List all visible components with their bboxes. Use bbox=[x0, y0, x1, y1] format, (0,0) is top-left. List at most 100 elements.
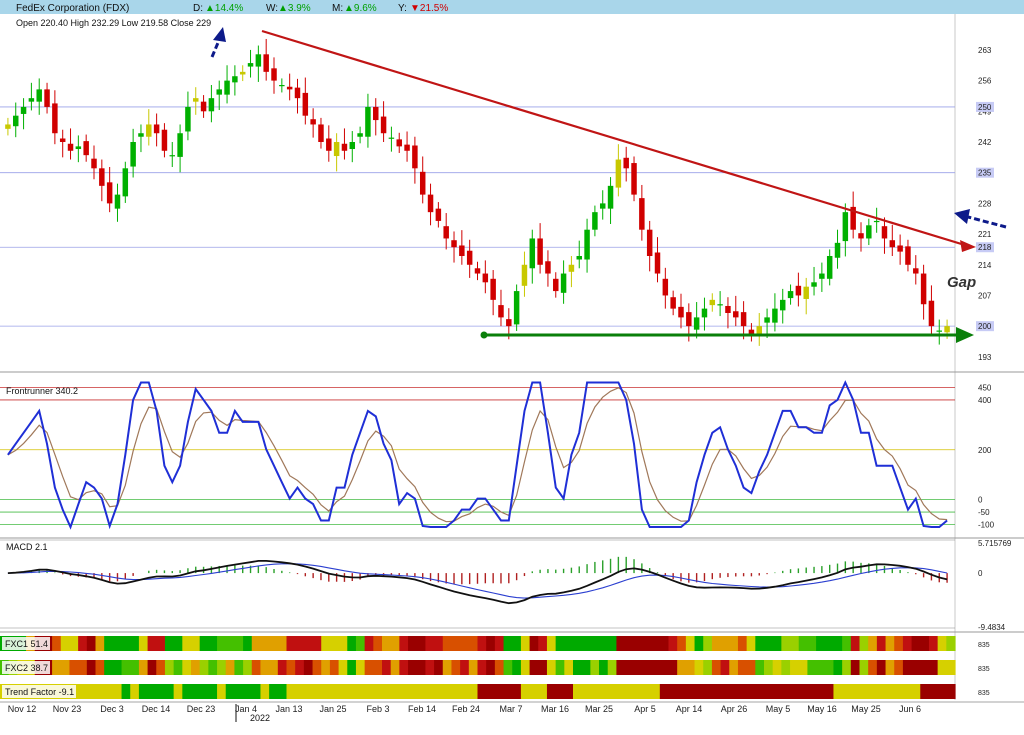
candle bbox=[451, 231, 457, 263]
ribbon-cell bbox=[130, 684, 140, 699]
chart-title: FedEx Corporation (FDX) bbox=[16, 3, 129, 14]
candle-body bbox=[185, 106, 191, 132]
ribbon-cell bbox=[694, 636, 704, 651]
ribbon-cell bbox=[373, 660, 383, 675]
ribbon-cell bbox=[355, 684, 366, 699]
x-tick-label: Mar 25 bbox=[585, 704, 613, 714]
ribbon-cell bbox=[833, 684, 843, 699]
candle bbox=[795, 272, 802, 307]
candle bbox=[521, 251, 528, 297]
candle bbox=[20, 98, 27, 130]
candle bbox=[826, 249, 833, 286]
candle bbox=[639, 184, 645, 241]
x-tick-label: Nov 23 bbox=[53, 704, 82, 714]
ribbon-cell bbox=[616, 660, 626, 675]
candle bbox=[52, 90, 58, 145]
ribbon-cell bbox=[529, 636, 539, 651]
candle bbox=[513, 284, 520, 331]
ribbon-cell bbox=[104, 660, 114, 675]
candle bbox=[725, 297, 731, 329]
candle bbox=[193, 87, 199, 115]
ribbon-cell bbox=[95, 684, 105, 699]
candle-body bbox=[709, 299, 716, 306]
ribbon-cell bbox=[546, 684, 557, 699]
ribbon-cell bbox=[599, 684, 609, 699]
ribbon-cell bbox=[442, 660, 453, 675]
support-dot bbox=[480, 331, 488, 339]
ribbon-cell bbox=[633, 684, 644, 699]
candle bbox=[631, 156, 637, 202]
ribbon-cell bbox=[225, 684, 236, 699]
ribbon-cell bbox=[95, 660, 105, 675]
ribbon-cell bbox=[199, 660, 209, 675]
candle bbox=[599, 190, 606, 220]
ribbon-cell bbox=[164, 660, 175, 675]
ribbon-label-box bbox=[2, 685, 76, 698]
x-tick-label: Mar 7 bbox=[499, 704, 522, 714]
ribbon-cell bbox=[737, 684, 748, 699]
candle-body bbox=[662, 278, 669, 296]
candle-body bbox=[866, 225, 872, 239]
ribbon-cell bbox=[217, 660, 227, 675]
x-tick-label: Feb 14 bbox=[408, 704, 436, 714]
ribbon-cell bbox=[668, 636, 678, 651]
frontrunner-level-label: 450 bbox=[978, 383, 992, 392]
ribbon-cell bbox=[60, 636, 71, 651]
ribbon-cell bbox=[295, 684, 305, 699]
ribbon-cell bbox=[408, 636, 418, 651]
ribbon-cell bbox=[52, 636, 62, 651]
candle-body bbox=[615, 159, 622, 188]
candle bbox=[396, 132, 402, 153]
ribbon-cell bbox=[382, 684, 392, 699]
candle-body bbox=[787, 291, 794, 299]
ribbon-cell bbox=[581, 636, 591, 651]
gap-annotation: Gap bbox=[947, 274, 976, 291]
ribbon-cell bbox=[503, 636, 513, 651]
candle bbox=[866, 218, 872, 246]
ribbon-cell bbox=[642, 636, 652, 651]
candle bbox=[592, 205, 598, 237]
ribbon-cell bbox=[720, 684, 730, 699]
ribbon-cell bbox=[564, 636, 574, 651]
candle bbox=[216, 80, 222, 110]
day-change-label: D: bbox=[193, 3, 203, 14]
ribbon-cell bbox=[269, 636, 279, 651]
candle-body bbox=[873, 220, 880, 223]
ribbon-cell bbox=[859, 660, 869, 675]
ribbon-cell bbox=[573, 684, 583, 699]
candle bbox=[678, 293, 684, 329]
ribbon-cell bbox=[121, 636, 131, 651]
price-level-badge bbox=[976, 242, 994, 253]
candle bbox=[294, 78, 301, 114]
candle bbox=[200, 95, 207, 118]
ribbon-cell bbox=[251, 636, 262, 651]
ribbon-cell bbox=[390, 636, 400, 651]
candle bbox=[122, 161, 129, 203]
ribbon-cell bbox=[842, 636, 852, 651]
ribbon-cell bbox=[442, 684, 453, 699]
candle bbox=[28, 82, 35, 111]
x-tick-label: May 25 bbox=[851, 704, 881, 714]
ribbon-cell bbox=[303, 660, 314, 675]
candle-body bbox=[725, 305, 731, 313]
ribbon-cell bbox=[781, 660, 791, 675]
candle-body bbox=[388, 137, 395, 139]
ribbon-cell bbox=[520, 636, 531, 651]
candle bbox=[654, 237, 661, 283]
candle-body bbox=[482, 273, 489, 283]
ribbon-cell bbox=[555, 684, 565, 699]
ribbon-cell bbox=[607, 660, 618, 675]
candle-body bbox=[811, 282, 817, 287]
candle-body bbox=[404, 144, 410, 151]
ribbon-cell bbox=[425, 636, 435, 651]
ribbon-cell bbox=[607, 636, 618, 651]
candle bbox=[459, 230, 465, 265]
candle-body bbox=[490, 278, 496, 300]
ribbon-cell bbox=[920, 636, 930, 651]
candle-body bbox=[36, 89, 42, 102]
ribbon-cell bbox=[902, 660, 913, 675]
candle-body bbox=[443, 226, 449, 239]
candle-body bbox=[654, 252, 661, 274]
ribbon-cell bbox=[824, 660, 835, 675]
candle-body bbox=[224, 80, 230, 95]
